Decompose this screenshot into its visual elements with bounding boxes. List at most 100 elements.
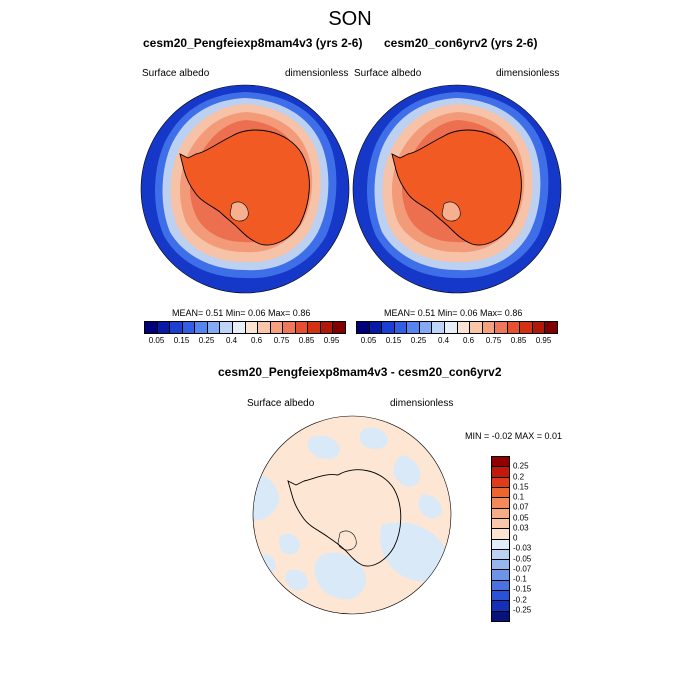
negative-anomaly-patches <box>253 427 447 600</box>
colorbar-swatch <box>457 322 471 333</box>
diff-colorbar-tick-label: -0.05 <box>513 554 532 563</box>
panel-2-colorbar <box>356 321 558 334</box>
diff-panel-units-label: dimensionless <box>390 398 454 409</box>
panel-1-map <box>140 84 350 294</box>
diff-colorbar-tick-label: 0.25 <box>513 461 529 471</box>
panel-1-colorbar <box>144 321 346 334</box>
diff-colorbar-swatch <box>492 591 509 602</box>
panel-2-map <box>352 84 562 294</box>
diff-colorbar-swatch <box>492 477 509 488</box>
diff-panel-variable-label: Surface albedo <box>247 398 315 409</box>
colorbar-swatch <box>432 322 445 333</box>
panel-1-colorbar-ticks: 0.05 0.15 0.25 0.4 0.6 0.75 0.85 0.95 <box>144 336 344 348</box>
colorbar-swatch <box>394 322 408 333</box>
panel-2-title: cesm20_con6yrv2 (yrs 2-6) <box>384 36 538 50</box>
panel-2-variable-label: Surface albedo <box>354 68 422 79</box>
colorbar-swatch <box>220 322 233 333</box>
colorbar-tick-label: 0.05 <box>148 336 165 345</box>
colorbar-tick-label: 0.75 <box>273 336 290 345</box>
colorbar-swatch <box>170 322 183 333</box>
panel-2-colorbar-ticks: 0.05 0.15 0.25 0.4 0.6 0.75 0.85 0.95 <box>356 336 556 348</box>
colorbar-swatch <box>283 322 296 333</box>
panel-1-title: cesm20_Pengfeiexp8mam4v3 (yrs 2-6) <box>143 36 363 50</box>
colorbar-tick-label: 0.25 <box>410 336 427 345</box>
panel-1-units-label: dimensionless <box>285 68 349 79</box>
colorbar-swatch <box>270 322 284 333</box>
colorbar-swatch <box>295 322 309 333</box>
diff-colorbar-tick-label: -0.25 <box>513 605 532 615</box>
panel-2-units-label: dimensionless <box>496 68 560 79</box>
colorbar-swatch <box>232 322 246 333</box>
diff-colorbar-tick-label: 0.15 <box>513 482 529 492</box>
colorbar-swatch <box>207 322 221 333</box>
diff-colorbar-tick-label: 0.03 <box>513 523 529 533</box>
antarctica-continent <box>179 129 310 246</box>
colorbar-swatch <box>419 322 433 333</box>
colorbar-tick-label: 0.4 <box>437 336 450 345</box>
colorbar-tick-label: 0.6 <box>462 336 475 345</box>
panel-1-stats: MEAN= 0.51 Min= 0.06 Max= 0.86 <box>172 308 311 318</box>
colorbar-swatch <box>195 322 208 333</box>
colorbar-tick-label: 0.4 <box>225 336 238 345</box>
colorbar-tick-label: 0.95 <box>323 336 340 345</box>
diff-panel-title: cesm20_Pengfeiexp8mam4v3 - cesm20_con6yr… <box>218 365 502 379</box>
colorbar-swatch <box>470 322 483 333</box>
colorbar-swatch <box>520 322 533 333</box>
diff-colorbar-swatch <box>492 560 509 571</box>
colorbar-tick-label: 0.75 <box>485 336 502 345</box>
antarctica-continent <box>391 129 522 246</box>
diff-colorbar-swatch <box>492 498 509 509</box>
diff-colorbar-tick-label: -0.07 <box>513 564 532 574</box>
panel-1-variable-label: Surface albedo <box>142 68 210 79</box>
colorbar-swatch <box>245 322 259 333</box>
colorbar-swatch <box>320 322 334 333</box>
diff-colorbar-tick-label: -0.03 <box>513 543 532 553</box>
colorbar-swatch <box>308 322 321 333</box>
diff-colorbar <box>491 456 510 622</box>
diff-colorbar-swatch <box>492 518 509 530</box>
diff-colorbar-swatch <box>492 570 509 581</box>
colorbar-swatch <box>382 322 395 333</box>
colorbar-tick-label: 0.85 <box>510 336 527 345</box>
diff-colorbar-swatch <box>492 549 509 561</box>
colorbar-swatch <box>495 322 508 333</box>
diff-colorbar-tick-label: 0.1 <box>513 492 525 502</box>
panel-2-stats: MEAN= 0.51 Min= 0.06 Max= 0.86 <box>384 308 523 318</box>
colorbar-swatch <box>482 322 496 333</box>
diff-minmax: MIN = -0.02 MAX = 0.01 <box>465 431 563 441</box>
colorbar-tick-label: 0.15 <box>173 336 190 345</box>
colorbar-tick-label: 0.6 <box>250 336 263 345</box>
colorbar-tick-label: 0.25 <box>198 336 215 345</box>
diff-colorbar-tick-label: 0 <box>513 533 518 543</box>
diff-colorbar-swatch <box>492 529 509 540</box>
diff-colorbar-swatch <box>492 467 509 478</box>
diff-colorbar-swatch <box>492 611 509 621</box>
colorbar-tick-label: 0.05 <box>360 336 377 345</box>
diff-colorbar-tick-label: 0.07 <box>513 502 529 512</box>
season-title: SON <box>328 8 372 30</box>
diff-colorbar-tick-label: -0.15 <box>513 584 532 594</box>
diff-panel-map <box>252 415 452 615</box>
colorbar-tick-label: 0.85 <box>298 336 315 345</box>
diff-colorbar-swatch <box>492 601 509 612</box>
diff-colorbar-ticks: 0.25 0.2 0.15 0.1 0.07 0.05 0.03 0 -0.03 -0.05 -0.… <box>513 456 563 620</box>
colorbar-swatch <box>545 322 557 333</box>
diff-colorbar-swatch <box>492 457 509 468</box>
colorbar-swatch <box>444 322 458 333</box>
colorbar-swatch <box>145 322 158 333</box>
diff-colorbar-swatch <box>492 580 509 592</box>
diff-colorbar-swatch <box>492 508 509 519</box>
diff-colorbar-tick-label: -0.1 <box>513 574 527 584</box>
colorbar-swatch <box>507 322 521 333</box>
antarctica-coastline <box>287 469 402 567</box>
colorbar-swatch <box>407 322 420 333</box>
colorbar-swatch <box>369 322 383 333</box>
colorbar-tick-label: 0.15 <box>385 336 402 345</box>
diff-colorbar-swatch <box>492 539 509 550</box>
colorbar-tick-label: 0.95 <box>535 336 552 345</box>
diff-colorbar-tick-label: 0.2 <box>513 472 525 481</box>
colorbar-swatch <box>357 322 370 333</box>
diff-colorbar-swatch <box>492 487 509 499</box>
colorbar-swatch <box>532 322 546 333</box>
colorbar-swatch <box>157 322 171 333</box>
